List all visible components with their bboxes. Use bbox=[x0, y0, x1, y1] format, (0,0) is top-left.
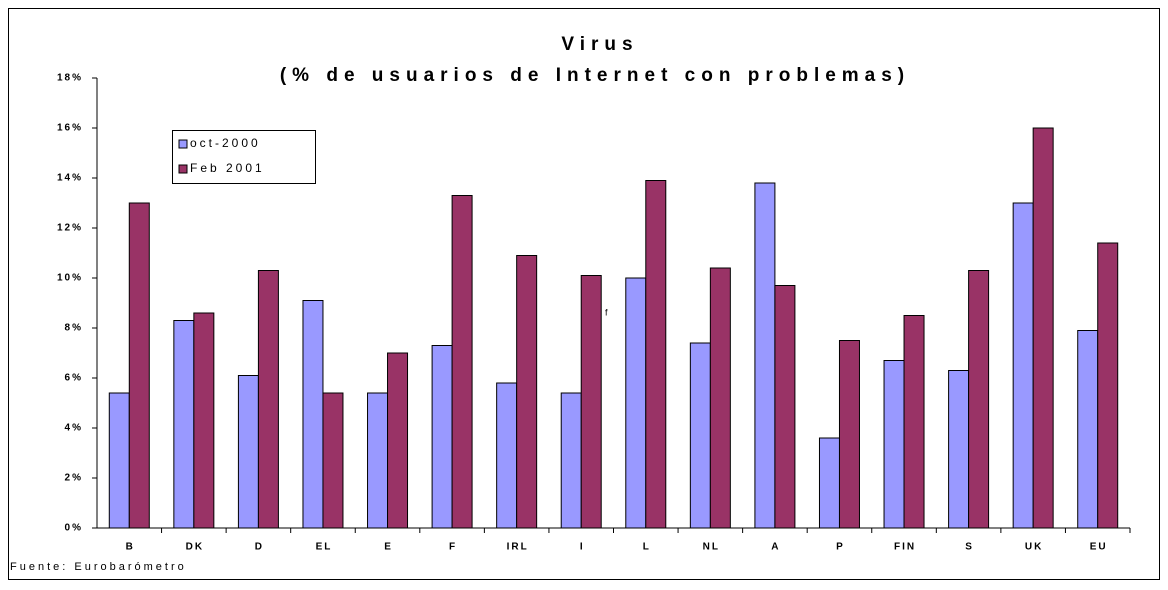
bar bbox=[838, 340, 860, 529]
x-tick-label: FIN bbox=[894, 542, 916, 553]
bar bbox=[237, 375, 259, 529]
y-tick-label: 10% bbox=[57, 273, 83, 284]
x-tick-label: D bbox=[255, 542, 264, 553]
y-tick-label: 18% bbox=[57, 73, 83, 84]
bar bbox=[1097, 242, 1119, 529]
bar bbox=[1032, 127, 1054, 529]
bar bbox=[754, 182, 776, 529]
x-tick-label: P bbox=[836, 542, 845, 553]
legend-box bbox=[172, 130, 316, 184]
bar bbox=[774, 285, 796, 529]
bar bbox=[1077, 330, 1099, 529]
bar bbox=[431, 345, 453, 529]
source: Fuente: Eurobarómetro bbox=[10, 561, 187, 573]
annotation: f bbox=[605, 307, 608, 317]
bar bbox=[108, 392, 130, 529]
y-tick-label: 4% bbox=[65, 423, 83, 434]
bar bbox=[645, 180, 667, 529]
y-tick-label: 16% bbox=[57, 123, 83, 134]
bar bbox=[496, 382, 518, 529]
y-tick-label: 12% bbox=[57, 223, 83, 234]
y-tick-label: 6% bbox=[65, 373, 83, 384]
x-tick-label: I bbox=[580, 542, 585, 553]
chart-title: Virus bbox=[561, 34, 638, 55]
bar bbox=[689, 342, 711, 529]
y-tick-label: 8% bbox=[65, 323, 83, 334]
chart-subtitle: (% de usuarios de Internet con problemas… bbox=[280, 65, 910, 86]
x-tick-label: EU bbox=[1090, 542, 1108, 553]
bar bbox=[560, 392, 582, 529]
bar bbox=[516, 255, 538, 529]
bar bbox=[128, 202, 150, 529]
y-tick-label: 0% bbox=[65, 523, 83, 534]
legend-swatch bbox=[178, 139, 188, 149]
legend-label: Feb 2001 bbox=[190, 161, 265, 175]
bar bbox=[387, 352, 409, 529]
bar bbox=[625, 277, 647, 529]
bar bbox=[302, 300, 324, 529]
bar bbox=[1012, 202, 1034, 529]
x-tick-label: F bbox=[449, 542, 457, 553]
x-tick-label: NL bbox=[703, 542, 720, 553]
bar bbox=[257, 270, 279, 529]
x-tick-label: DK bbox=[186, 542, 204, 553]
x-tick-label: S bbox=[965, 542, 974, 553]
x-tick-label: A bbox=[771, 542, 780, 553]
bar bbox=[818, 437, 840, 529]
legend-swatch bbox=[178, 164, 188, 174]
x-tick-label: E bbox=[384, 542, 393, 553]
x-tick-label: B bbox=[126, 542, 135, 553]
x-tick-label: EL bbox=[316, 542, 333, 553]
bar bbox=[580, 275, 602, 529]
y-tick-label: 14% bbox=[57, 173, 83, 184]
legend-label: oct-2000 bbox=[190, 136, 261, 150]
bar bbox=[322, 392, 344, 529]
bar bbox=[367, 392, 389, 529]
bar bbox=[451, 195, 473, 529]
x-tick-label: L bbox=[643, 542, 651, 553]
y-tick-label: 2% bbox=[65, 473, 83, 484]
bar bbox=[903, 315, 925, 529]
x-tick-label: UK bbox=[1025, 542, 1043, 553]
bar bbox=[968, 270, 990, 529]
bar bbox=[173, 320, 195, 529]
bar bbox=[948, 370, 970, 529]
bar bbox=[193, 312, 215, 529]
bar bbox=[883, 360, 905, 529]
x-tick-label: IRL bbox=[507, 542, 529, 553]
bar bbox=[709, 267, 731, 529]
